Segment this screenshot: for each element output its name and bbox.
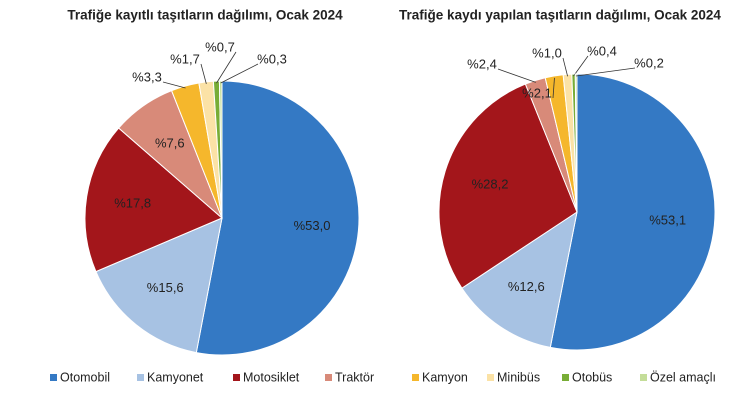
leader-line (220, 63, 259, 84)
leader-line (552, 77, 555, 99)
data-label: %7,6 (155, 136, 185, 151)
chart-title: Trafiğe kaydı yapılan taşıtların dağılım… (399, 8, 721, 23)
legend-label: Traktör (335, 370, 374, 384)
data-label: %53,0 (294, 218, 331, 233)
data-label: %0,2 (634, 55, 664, 70)
data-label: %3,3 (132, 69, 162, 84)
data-label: %2,4 (467, 56, 497, 71)
legend-label: Otomobil (60, 370, 110, 384)
pie-slice (218, 80, 223, 219)
pie-slice (461, 210, 578, 348)
data-label: %1,0 (532, 45, 562, 60)
legend-label: Motosiklet (243, 370, 300, 384)
legend-swatch (562, 374, 569, 381)
leader-line (562, 57, 568, 77)
pie-slice (549, 73, 716, 351)
legend-swatch (137, 374, 144, 381)
pie-slice (95, 217, 223, 354)
legend-swatch (50, 374, 57, 381)
data-label: %0,4 (587, 43, 617, 58)
data-label: %17,8 (114, 195, 151, 210)
legend-swatch (640, 374, 647, 381)
data-label: %53,1 (649, 212, 686, 227)
leader-line (162, 81, 186, 89)
data-label: %15,6 (147, 280, 184, 295)
legend-label: Kamyon (422, 370, 468, 384)
legend-swatch (233, 374, 240, 381)
pie-slice (84, 127, 223, 273)
legend-label: Minibüs (497, 370, 540, 384)
leader-line (200, 63, 207, 85)
pie-slice (574, 73, 578, 213)
data-label: %0,3 (257, 51, 287, 66)
chart-title: Trafiğe kayıtlı taşıtların dağılımı, Oca… (67, 8, 343, 23)
pie-slice (438, 83, 578, 289)
legend-swatch (412, 374, 419, 381)
pie-slice (195, 80, 360, 356)
leader-line (497, 68, 536, 83)
legend-label: Özel amaçlı (650, 370, 716, 384)
legend-swatch (325, 374, 332, 381)
data-label: %1,7 (170, 51, 200, 66)
leader-line (216, 51, 237, 84)
data-label: %12,6 (508, 279, 545, 294)
data-label: %0,7 (205, 39, 235, 54)
leader-line (576, 67, 636, 77)
data-label: %28,2 (472, 176, 509, 191)
leader-line (573, 55, 589, 77)
legend-label: Kamyonet (147, 370, 204, 384)
legend-label: Otobüs (572, 370, 612, 384)
legend-swatch (487, 374, 494, 381)
data-label: %2,1 (522, 85, 552, 100)
